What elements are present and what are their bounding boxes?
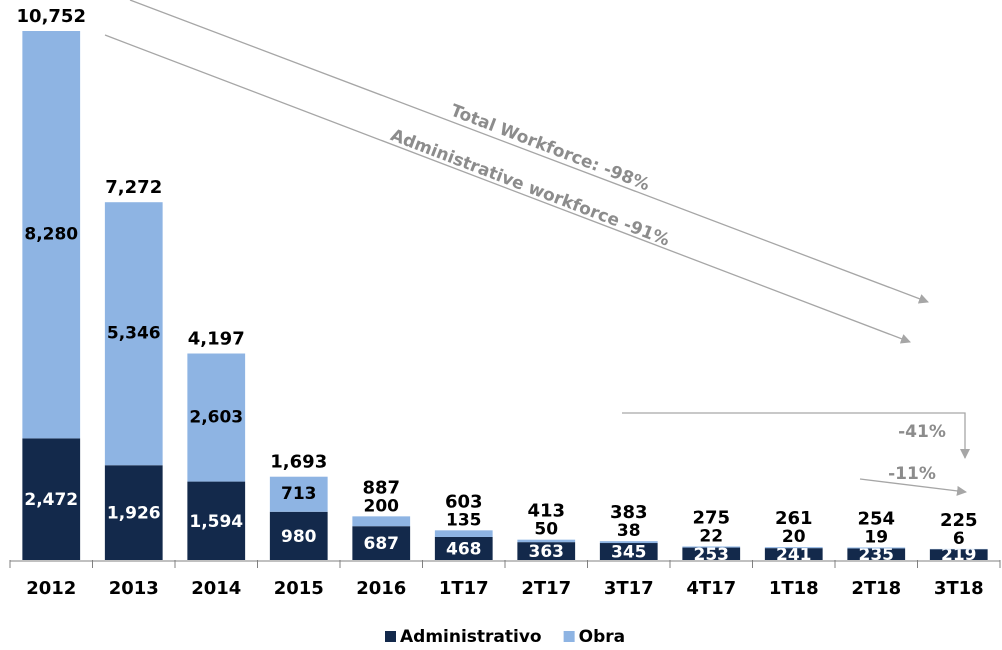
bar-segment	[599, 543, 658, 560]
x-tick-label: 2015	[274, 578, 324, 599]
legend-label: Obra	[579, 627, 625, 647]
value-label: 363	[529, 542, 565, 562]
value-label: 2,472	[24, 490, 78, 510]
x-tick-label: 2T17	[521, 578, 571, 599]
bar-segment	[599, 541, 658, 544]
value-label: 1,926	[107, 504, 161, 524]
bar-segment	[847, 548, 906, 560]
legend-label: Administrativo	[400, 627, 542, 647]
total-label: 4,197	[188, 329, 245, 350]
value-label: 38	[617, 521, 641, 541]
value-label: 19	[864, 528, 888, 548]
total-label: 603	[445, 491, 483, 512]
total-label: 261	[775, 508, 813, 529]
x-tick-label: 1T17	[439, 578, 489, 599]
x-tick-label: 2013	[109, 578, 159, 599]
total-label: 225	[940, 510, 978, 531]
value-label: 1,594	[189, 512, 243, 532]
bar-segment	[682, 547, 741, 560]
legend-swatch	[563, 631, 575, 642]
x-tick-label: 2012	[26, 578, 76, 599]
arrow	[104, 34, 911, 344]
x-tick-label: 4T17	[686, 578, 736, 599]
total-label: 7,272	[105, 177, 162, 198]
x-tick-label: 3T17	[604, 578, 654, 599]
value-label: 200	[364, 496, 400, 516]
bar-segment	[847, 547, 906, 549]
legend-swatch	[385, 631, 396, 642]
bar-segment	[187, 481, 246, 560]
total-label: 1,693	[270, 452, 327, 473]
bar-segment	[22, 438, 81, 560]
value-label: 980	[281, 527, 317, 547]
total-label: 383	[610, 502, 648, 523]
bar-segment	[104, 202, 163, 466]
bar-segment	[434, 530, 493, 537]
bar-segment	[764, 548, 823, 560]
bar-segment	[269, 476, 328, 512]
bar-segment	[764, 547, 823, 549]
value-label: 6	[953, 529, 965, 549]
bar-segment	[929, 549, 988, 560]
annotation: -11%	[888, 464, 936, 484]
x-tick-label: 3T18	[934, 578, 984, 599]
arrow	[129, 0, 929, 304]
value-label: 8,280	[24, 225, 78, 245]
total-label: 413	[527, 501, 565, 522]
bar-segment	[517, 539, 576, 543]
value-label: 253	[694, 545, 730, 565]
value-label: 22	[699, 526, 723, 546]
value-label: 135	[446, 510, 482, 530]
bar-segment	[352, 526, 411, 560]
x-tick-label: 2016	[356, 578, 406, 599]
bar-segment	[22, 31, 81, 439]
value-label: 5,346	[107, 324, 161, 344]
value-label: 468	[446, 539, 482, 559]
bar-segment	[269, 511, 328, 560]
total-label: 275	[692, 507, 730, 528]
value-label: 20	[782, 527, 806, 547]
value-label: 50	[534, 520, 558, 540]
value-label: 713	[281, 484, 317, 504]
bar-segment	[517, 542, 576, 560]
total-label: 10,752	[17, 6, 86, 27]
value-label: 687	[364, 534, 400, 554]
annotation: Total Workforce: -98%	[448, 101, 653, 195]
value-label: 345	[611, 543, 647, 563]
x-tick-label: 2014	[191, 578, 241, 599]
arrow	[859, 478, 967, 496]
annotation: -41%	[898, 422, 946, 442]
total-label: 887	[362, 477, 400, 498]
bar-segment	[352, 516, 411, 527]
total-label: 254	[857, 509, 895, 530]
value-label: 241	[776, 545, 812, 565]
arrow	[622, 412, 970, 459]
x-tick-label: 1T18	[769, 578, 819, 599]
value-label: 235	[859, 545, 895, 565]
x-tick-label: 2T18	[851, 578, 901, 599]
value-label: 219	[941, 545, 977, 565]
value-label: 2,603	[189, 408, 243, 428]
bar-segment	[682, 546, 741, 548]
bar-segment	[187, 353, 246, 482]
trend-arrows	[104, 0, 970, 496]
bar-segment	[104, 465, 163, 560]
bar-segment	[434, 536, 493, 560]
